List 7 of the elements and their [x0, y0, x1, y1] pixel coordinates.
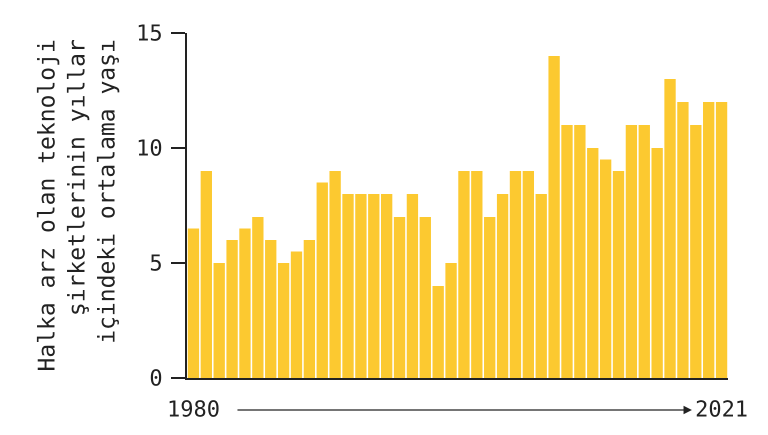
- y-tick-label: 10: [136, 136, 163, 162]
- y-tick-label: 15: [136, 22, 163, 47]
- y-axis-title: Halka arz olan teknoloji şirketlerinin yıllar içindeki ortalama yaşı: [34, 39, 120, 372]
- y-tick-label: 0: [149, 366, 163, 392]
- y-tick-label: 5: [149, 252, 163, 277]
- x-tick-label: 2021: [695, 397, 748, 422]
- x-tick-label: 1980: [166, 397, 220, 422]
